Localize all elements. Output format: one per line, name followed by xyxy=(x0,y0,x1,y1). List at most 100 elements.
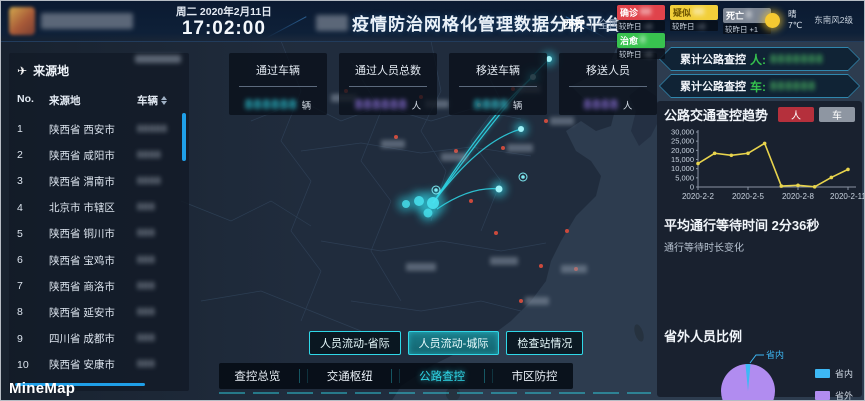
row-origin: 陕西省 安康市 xyxy=(49,359,115,372)
row-origin: 陕西省 宝鸡市 xyxy=(49,254,115,267)
ring-markers xyxy=(431,172,528,195)
region-city[interactable]: 西安 xyxy=(563,19,585,31)
table-header: No. 来源地 车辆 xyxy=(9,93,189,108)
clock: 17:02:00 xyxy=(181,17,266,39)
svg-text:0: 0 xyxy=(690,183,694,192)
row-vehicles-redacted: 8888 xyxy=(137,175,162,187)
cumulative-label: 累计公路查控 xyxy=(680,81,746,93)
sort-icon[interactable] xyxy=(161,96,167,105)
col-header-vehicles-text: 车辆 xyxy=(137,95,158,107)
table-row[interactable]: 9 四川省 成都市 888 xyxy=(9,326,189,352)
horizontal-scrollbar[interactable] xyxy=(15,383,145,386)
row-index: 8 xyxy=(17,306,23,319)
trend-toggle-label: 人 xyxy=(791,111,801,122)
map-city-label xyxy=(406,263,436,271)
svg-text:2020-2-11: 2020-2-11 xyxy=(830,192,865,201)
map-layer-tab[interactable]: 检查站情况 xyxy=(506,331,584,355)
weather-widget: 晴 7℃ 东南风2级 xyxy=(765,9,853,32)
nav-item-urban-control[interactable]: 市区防控 xyxy=(511,371,558,383)
wait-time-subtitle: 通行等待时长变化 xyxy=(664,243,744,254)
row-origin: 陕西省 商洛市 xyxy=(49,280,115,293)
kpi-unit: 人 xyxy=(411,101,422,112)
svg-text:2020-2-8: 2020-2-8 xyxy=(782,192,815,201)
delta-value: +8 xyxy=(643,21,653,31)
trend-toggle-button[interactable]: 车 xyxy=(819,107,855,122)
ratio-title: 省外人员比例 xyxy=(664,329,743,344)
kpi-unit: 人 xyxy=(622,101,633,112)
badge-label: 疑似 xyxy=(673,8,692,18)
table-row[interactable]: 8 陕西省 延安市 888 xyxy=(9,299,189,325)
region-scope[interactable]: 全国 xyxy=(597,19,620,31)
trend-title: 公路交通查控趋势 xyxy=(664,108,769,123)
trend-toggle-button[interactable]: 人 xyxy=(778,107,814,122)
svg-text:15,000: 15,000 xyxy=(671,155,694,164)
svg-text:2020-2-2: 2020-2-2 xyxy=(682,192,715,201)
nav-item-overview[interactable]: 查控总览 xyxy=(234,371,281,383)
trend-toggle-group: 人 车 xyxy=(773,107,855,122)
nav-item-road-control[interactable]: 公路查控 xyxy=(419,371,466,383)
source-table: 1 陕西省 西安市 88888 2 陕西省 咸阳市 8888 3 陕西省 渭南市… xyxy=(9,116,189,378)
row-origin: 北京市 市辖区 xyxy=(49,202,115,215)
table-row[interactable]: 1 陕西省 西安市 88888 xyxy=(9,116,189,142)
map-layer-tab[interactable]: 人员流动-省际 xyxy=(309,331,401,355)
map-layer-tabs: 人员流动-省际 人员流动-城际 检查站情况 xyxy=(309,331,584,355)
row-index: 6 xyxy=(17,254,23,267)
legend-label: 省外 xyxy=(834,391,853,401)
map-city-label xyxy=(507,144,533,152)
nav-item-transport-hub[interactable]: 交通枢纽 xyxy=(326,371,373,383)
kpi-value-redacted: 8888 xyxy=(473,96,509,112)
col-header-no: No. xyxy=(17,93,34,105)
app-logo-name xyxy=(41,13,133,29)
map-layer-tab-label: 检查站情况 xyxy=(517,338,573,350)
col-header-vehicles[interactable]: 车辆 xyxy=(137,93,177,108)
svg-text:省内: 省内 xyxy=(766,349,784,360)
map-city-label xyxy=(490,257,518,265)
map-city-label xyxy=(381,140,405,148)
row-index: 5 xyxy=(17,227,23,240)
row-vehicles-redacted: 88888 xyxy=(137,123,168,135)
kpi-value-redacted: 888888 xyxy=(244,96,298,112)
wait-time-chart-area xyxy=(664,254,855,322)
badge-value: 8 xyxy=(640,35,646,46)
svg-text:30,000: 30,000 xyxy=(671,128,694,137)
nav-decoration-line xyxy=(219,392,651,394)
epidemic-stat-badges: 确诊 88 较昨日 +8 治愈 8 较昨日 +8 疑似 88 较昨日 +8 xyxy=(617,5,771,59)
map-city-label xyxy=(561,265,587,273)
row-vehicles-redacted: 8888 xyxy=(137,149,162,161)
svg-text:2020-2-5: 2020-2-5 xyxy=(732,192,765,201)
kpi-unit: 辆 xyxy=(512,101,523,112)
row-index: 10 xyxy=(17,358,29,371)
table-row[interactable]: 3 陕西省 渭南市 8888 xyxy=(9,168,189,194)
page-title: 疫情防治网格化管理数据分析平台 xyxy=(352,15,622,34)
table-row[interactable]: 7 陕西省 商洛市 888 xyxy=(9,273,189,299)
table-row[interactable]: 4 北京市 市辖区 888 xyxy=(9,195,189,221)
wait-time-value: 2分36秒 xyxy=(771,218,820,233)
trend-toggle-label: 车 xyxy=(832,111,842,122)
table-row[interactable]: 6 陕西省 宝鸡市 888 xyxy=(9,247,189,273)
row-index: 9 xyxy=(17,332,23,345)
row-vehicles-redacted: 888 xyxy=(137,228,156,240)
row-origin: 陕西省 渭南市 xyxy=(49,175,115,188)
date-label: 周二 2020年2月11日 xyxy=(176,6,272,18)
row-origin: 四川省 成都市 xyxy=(49,333,115,346)
kpi-divider xyxy=(239,86,317,87)
kpi-card: 通过车辆 888888 辆 xyxy=(229,53,327,115)
cumulative-value-redacted: 8888888 xyxy=(770,52,824,66)
cumulative-vehicles-row: 累计公路查控 车: 888888 xyxy=(659,74,860,98)
map-layer-tab[interactable]: 人员流动-城际 xyxy=(407,331,500,355)
table-row[interactable]: 10 陕西省 安康市 888 xyxy=(9,352,189,378)
legend-label: 省内 xyxy=(834,369,853,379)
kpi-value-redacted: 888888 xyxy=(354,96,408,112)
vertical-scrollbar[interactable] xyxy=(182,113,186,161)
row-index: 3 xyxy=(17,175,23,188)
badge-label: 确诊 xyxy=(620,8,639,18)
sun-icon xyxy=(765,12,780,28)
delta-label: 较昨日 xyxy=(672,21,695,31)
row-vehicles-redacted: 888 xyxy=(137,306,156,318)
delta-label: 较昨日 xyxy=(725,24,748,34)
table-row[interactable]: 5 陕西省 铜川市 888 xyxy=(9,221,189,247)
table-row[interactable]: 2 陕西省 咸阳市 8888 xyxy=(9,142,189,168)
row-origin: 陕西省 西安市 xyxy=(49,123,115,136)
